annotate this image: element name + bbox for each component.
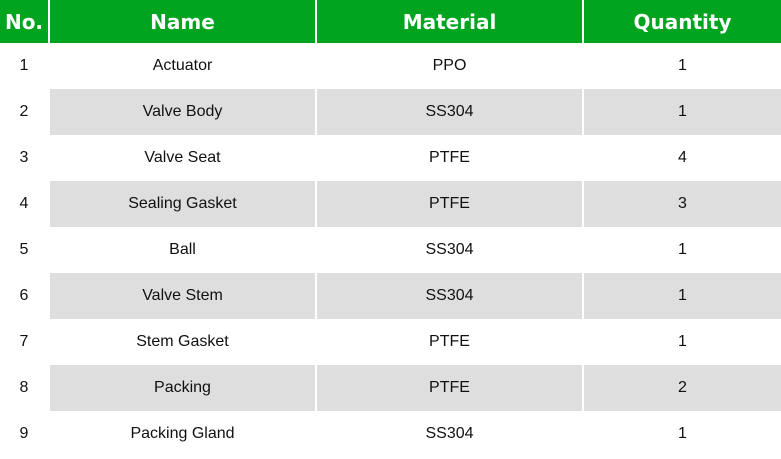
table-row: 6 Valve Stem SS304 1 [0,273,781,319]
cell-material: SS304 [315,411,583,457]
cell-material: PTFE [315,365,583,411]
cell-quantity: 2 [582,365,781,411]
table-row: 1 Actuator PPO 1 [0,43,781,89]
cell-material: SS304 [315,89,583,135]
cell-name: Ball [48,227,316,273]
cell-no: 3 [19,149,29,166]
cell-name: Actuator [48,43,316,89]
cell-quantity: 1 [582,319,781,365]
column-header-material: Material [315,0,583,43]
cell-name: Packing [48,365,316,411]
table-row: 5 Ball SS304 1 [0,227,781,273]
cell-name: Packing Gland [48,411,316,457]
cell-quantity: 1 [582,43,781,89]
cell-material: SS304 [315,227,583,273]
cell-no: 2 [0,89,49,135]
cell-no: 5 [19,241,29,258]
cell-material: SS304 [315,273,583,319]
table-row: 3 Valve Seat PTFE 4 [0,135,781,181]
cell-quantity: 1 [582,411,781,457]
cell-no: 6 [0,273,49,319]
cell-quantity: 4 [582,135,781,181]
column-header-no: No. [0,0,49,43]
cell-material: PTFE [315,319,583,365]
cell-no: 7 [19,333,29,350]
table-row: 7 Stem Gasket PTFE 1 [0,319,781,365]
cell-no: 1 [19,57,29,74]
cell-quantity: 1 [582,273,781,319]
table-row: 9 Packing Gland SS304 1 [0,411,781,457]
cell-name: Sealing Gasket [48,181,316,227]
cell-name: Valve Stem [48,273,316,319]
cell-quantity: 1 [582,227,781,273]
cell-name: Valve Body [48,89,316,135]
cell-quantity: 1 [582,89,781,135]
header-row: No. Name Material Quantity [0,0,781,43]
table-row: 2 Valve Body SS304 1 [0,89,781,135]
cell-name: Valve Seat [48,135,316,181]
cell-no: 9 [19,425,29,442]
cell-material: PPO [315,43,583,89]
column-header-name: Name [48,0,316,43]
table-row: 8 Packing PTFE 2 [0,365,781,411]
column-header-quantity: Quantity [582,0,781,43]
cell-material: PTFE [315,181,583,227]
cell-quantity: 3 [582,181,781,227]
cell-no: 8 [0,365,49,411]
table-row: 4 Sealing Gasket PTFE 3 [0,181,781,227]
cell-name: Stem Gasket [48,319,316,365]
cell-no: 4 [0,181,49,227]
cell-material: PTFE [315,135,583,181]
